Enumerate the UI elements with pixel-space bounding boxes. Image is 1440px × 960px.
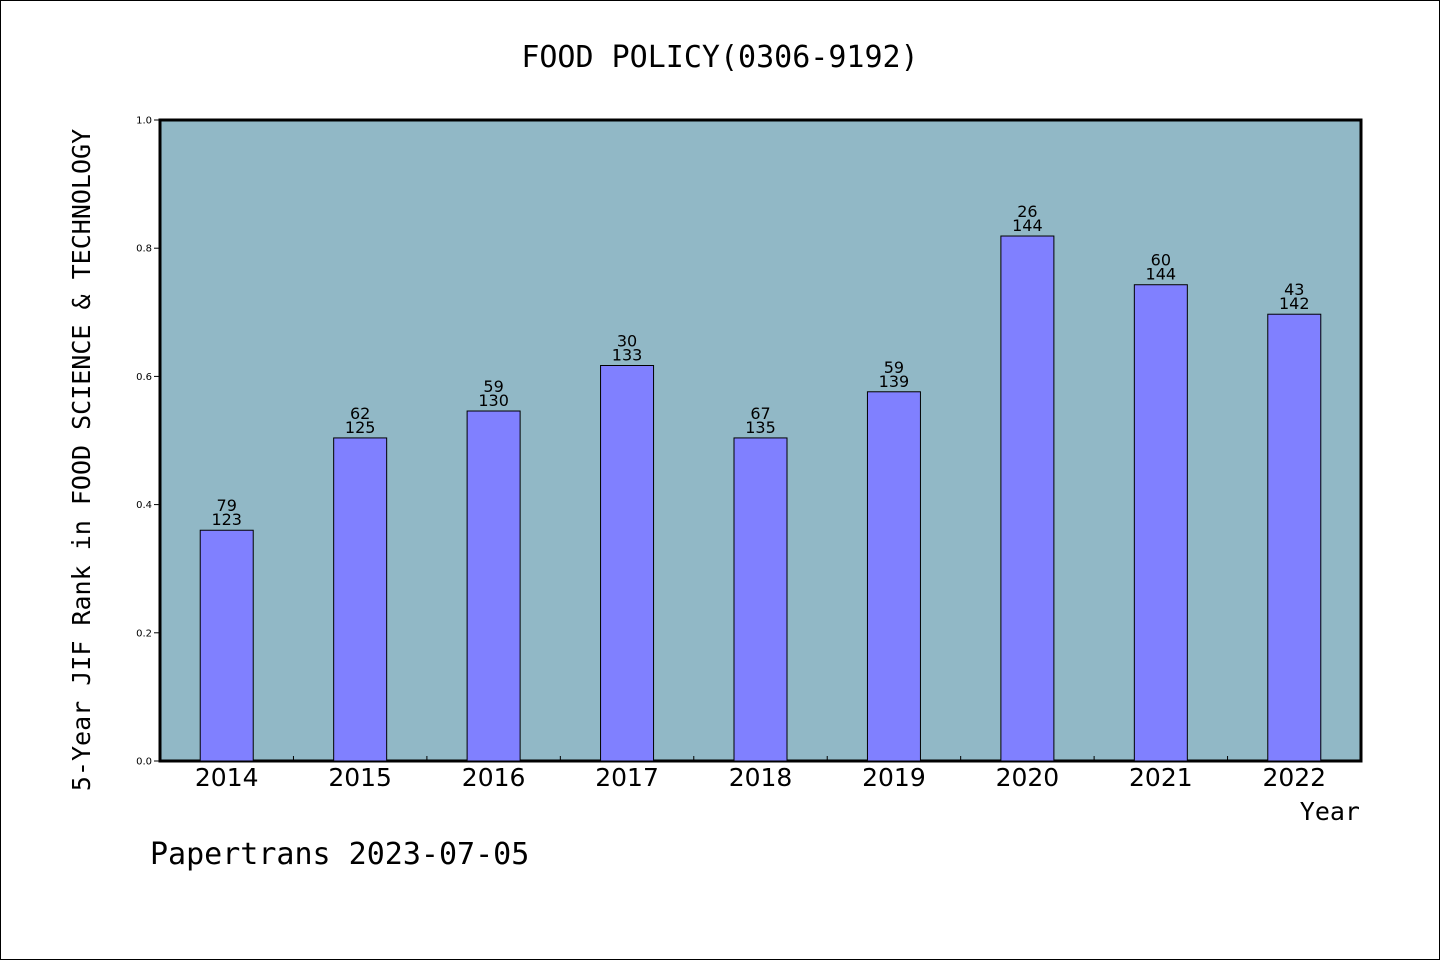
bar-2017 <box>600 365 655 762</box>
bar-labels-group: 7912362125591303013367135591392614460144… <box>211 202 1309 529</box>
x-tick-label: 2016 <box>462 763 526 792</box>
x-tick-label: 2022 <box>1262 763 1326 792</box>
bar-total-label: 139 <box>879 372 910 391</box>
bar-2016 <box>466 410 521 762</box>
bar-2014 <box>199 529 254 762</box>
bar-total-label: 125 <box>345 418 376 437</box>
bar-total-label: 144 <box>1146 265 1177 284</box>
bar-total-label: 133 <box>612 346 643 365</box>
bar-2018 <box>733 437 788 762</box>
x-tick-label: 2014 <box>195 763 259 792</box>
bar-total-label: 130 <box>478 391 509 410</box>
x-tick-label: 2019 <box>862 763 926 792</box>
bars-group <box>199 235 1322 762</box>
bar-total-label: 135 <box>745 418 776 437</box>
x-axis-ticks <box>292 756 1229 761</box>
footer-credit: Papertrans 2023-07-05 <box>150 837 529 872</box>
y-tick-label: 0.0 <box>136 757 152 768</box>
y-axis-label: 5-Year JIF Rank in FOOD SCIENCE & TECHNO… <box>67 129 96 791</box>
x-tick-labels-group: 2014 2015 2016 2017 2018 2019 2020 2021 2022 <box>195 763 1326 792</box>
bar-rank-label: 59 <box>483 377 503 396</box>
x-tick-label: 2015 <box>328 763 392 792</box>
bar-total-label: 144 <box>1012 216 1043 235</box>
bar-2019 <box>866 391 921 762</box>
x-tick-label: 2018 <box>729 763 793 792</box>
bar-rank-label: 67 <box>750 404 770 423</box>
y-tick-label: 0.2 <box>136 628 152 639</box>
bar-rank-label: 26 <box>1017 202 1037 221</box>
bar-rank-label: 79 <box>217 496 237 515</box>
bar-total-label: 142 <box>1279 294 1310 313</box>
x-axis-label: Year <box>1300 797 1360 826</box>
y-tick-label: 0.6 <box>136 372 152 383</box>
bar-2020 <box>1000 235 1055 762</box>
bar-2021 <box>1133 284 1188 762</box>
x-tick-label: 2020 <box>996 763 1060 792</box>
bar-rank-label: 43 <box>1284 280 1304 299</box>
bar-rank-label: 30 <box>617 332 637 351</box>
bar-2015 <box>333 437 388 762</box>
y-axis-ticks: 0.0 0.2 0.4 0.6 0.8 1.0 <box>136 116 160 768</box>
y-tick-label: 0.8 <box>136 244 152 255</box>
bar-rank-label: 62 <box>350 404 370 423</box>
bar-2022 <box>1267 313 1322 762</box>
chart-title: FOOD POLICY(0306-9192) <box>521 40 918 75</box>
y-tick-label: 0.4 <box>136 500 152 511</box>
y-tick-label: 1.0 <box>136 116 152 127</box>
bar-rank-label: 59 <box>884 358 904 377</box>
bar-total-label: 123 <box>211 510 242 529</box>
bar-rank-label: 60 <box>1151 251 1171 270</box>
x-tick-label: 2021 <box>1129 763 1193 792</box>
x-tick-label: 2017 <box>595 763 659 792</box>
